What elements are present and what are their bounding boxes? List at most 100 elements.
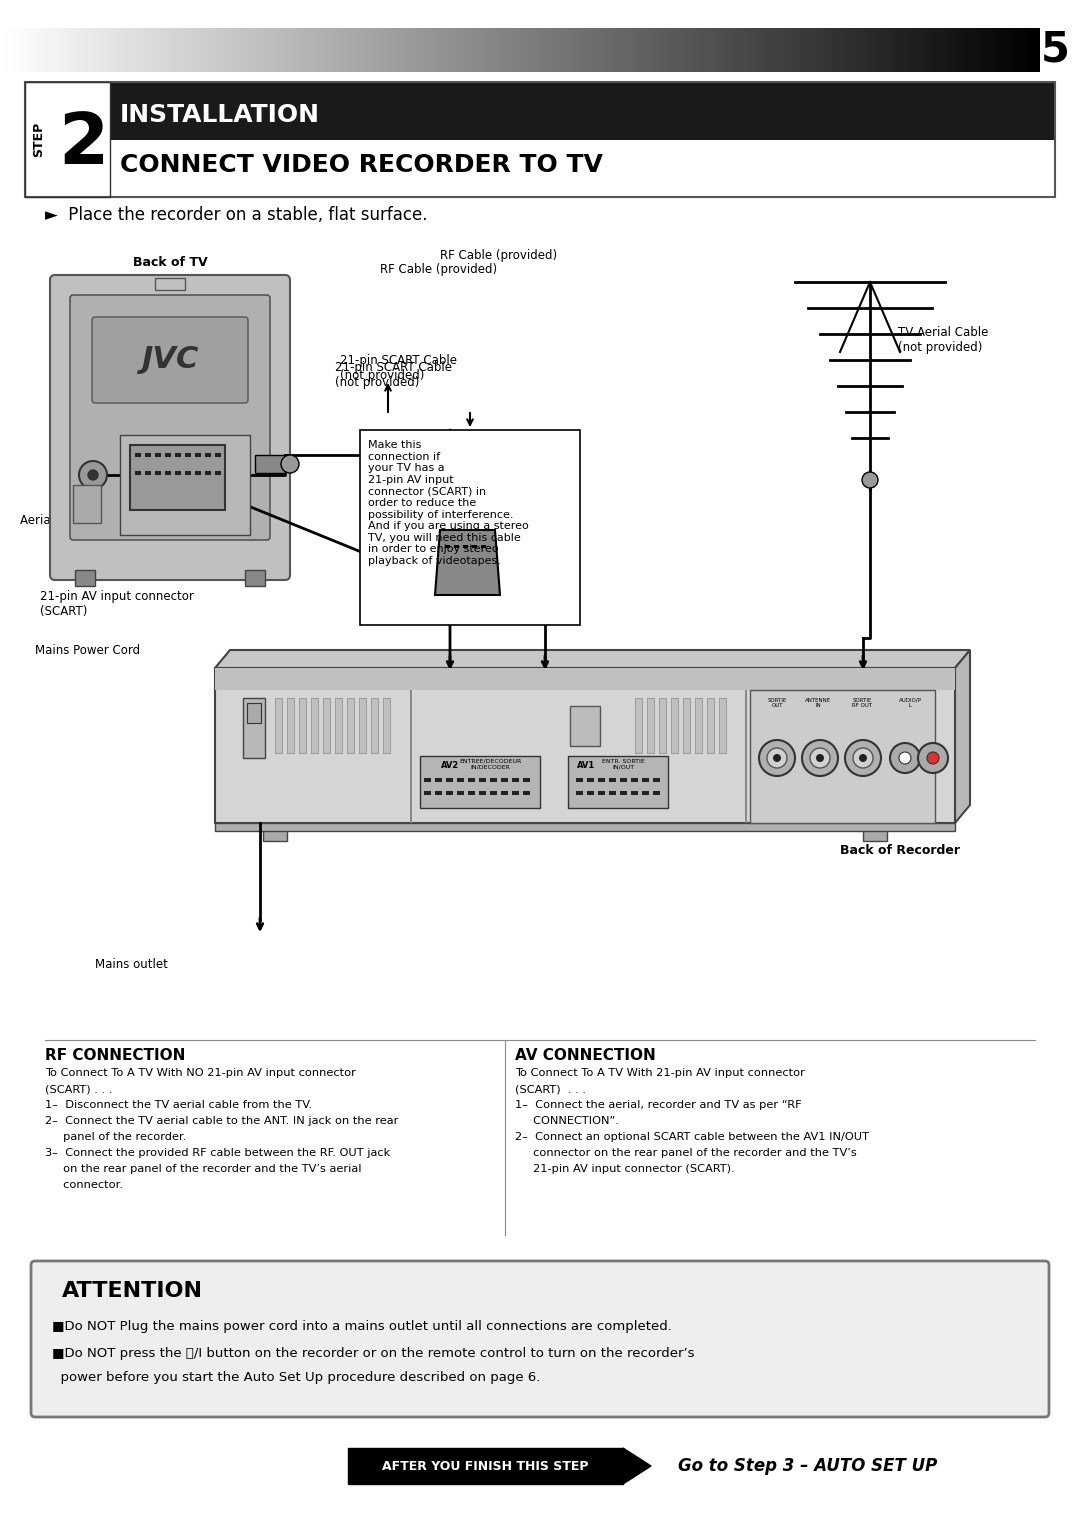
Text: 2: 2 bbox=[58, 110, 108, 179]
Bar bbox=[275, 697, 282, 752]
Bar bbox=[215, 668, 955, 690]
Bar bbox=[195, 453, 201, 456]
Text: SORTIE
OUT: SORTIE OUT bbox=[767, 697, 786, 708]
Bar bbox=[512, 790, 519, 795]
Text: TV Aerial Cable
(not provided): TV Aerial Cable (not provided) bbox=[897, 327, 988, 354]
Bar bbox=[348, 1448, 623, 1483]
Bar bbox=[598, 778, 605, 781]
Text: RF CONNECTION: RF CONNECTION bbox=[45, 1048, 186, 1064]
Bar bbox=[215, 668, 955, 823]
Text: on the rear panel of the recorder and the TV’s aerial: on the rear panel of the recorder and th… bbox=[45, 1164, 362, 1173]
Bar bbox=[323, 697, 330, 752]
Text: ANTENNE
IN: ANTENNE IN bbox=[805, 697, 832, 708]
Bar bbox=[175, 453, 181, 456]
Text: 1–  Connect the aerial, recorder and TV as per “RF: 1– Connect the aerial, recorder and TV a… bbox=[515, 1100, 801, 1109]
Bar bbox=[446, 778, 453, 781]
FancyBboxPatch shape bbox=[50, 275, 291, 580]
Circle shape bbox=[899, 752, 912, 765]
Bar bbox=[243, 697, 265, 758]
Bar bbox=[185, 472, 191, 475]
Bar bbox=[468, 778, 475, 781]
Circle shape bbox=[802, 740, 838, 777]
Bar bbox=[609, 790, 616, 795]
Bar bbox=[156, 453, 161, 456]
Polygon shape bbox=[955, 650, 970, 823]
Bar bbox=[523, 778, 530, 781]
Bar bbox=[247, 703, 261, 723]
Text: Make this
connection if
your TV has a
21-pin AV input
connector (SCART) in
order: Make this connection if your TV has a 21… bbox=[368, 439, 529, 566]
Bar bbox=[457, 790, 464, 795]
Bar bbox=[25, 82, 110, 197]
Bar bbox=[620, 790, 627, 795]
Bar bbox=[372, 697, 378, 752]
Bar bbox=[255, 455, 285, 473]
Text: panel of the recorder.: panel of the recorder. bbox=[45, 1132, 187, 1141]
Bar bbox=[659, 697, 666, 752]
Bar bbox=[501, 790, 508, 795]
Bar bbox=[635, 697, 642, 752]
Bar bbox=[245, 571, 265, 586]
Bar bbox=[696, 697, 702, 752]
Text: To Connect To A TV With NO 21-pin AV input connector: To Connect To A TV With NO 21-pin AV inp… bbox=[45, 1068, 356, 1077]
Bar bbox=[653, 778, 660, 781]
Circle shape bbox=[767, 748, 787, 768]
Bar bbox=[568, 755, 669, 807]
Bar bbox=[215, 472, 221, 475]
Circle shape bbox=[87, 470, 98, 481]
Bar bbox=[457, 778, 464, 781]
Text: Mains Power Cord: Mains Power Cord bbox=[35, 644, 140, 656]
Bar bbox=[130, 446, 225, 510]
Bar bbox=[683, 697, 690, 752]
Bar bbox=[215, 823, 955, 832]
Circle shape bbox=[853, 748, 873, 768]
Text: STEP: STEP bbox=[32, 122, 45, 157]
Bar bbox=[145, 453, 151, 456]
Bar bbox=[631, 778, 638, 781]
Text: Aerial connector: Aerial connector bbox=[21, 491, 117, 526]
Text: Back of Recorder: Back of Recorder bbox=[840, 844, 960, 858]
Bar bbox=[719, 697, 726, 752]
Bar bbox=[424, 778, 431, 781]
Circle shape bbox=[773, 754, 781, 761]
Bar bbox=[750, 690, 935, 823]
Text: ■Do NOT Plug the mains power cord into a mains outlet until all connections are : ■Do NOT Plug the mains power cord into a… bbox=[52, 1320, 672, 1334]
Bar bbox=[472, 545, 477, 548]
Bar bbox=[25, 82, 1055, 197]
Circle shape bbox=[845, 740, 881, 777]
Bar bbox=[481, 545, 486, 548]
Text: CONNECTION”.: CONNECTION”. bbox=[515, 1116, 619, 1126]
Bar bbox=[25, 82, 110, 197]
FancyBboxPatch shape bbox=[70, 295, 270, 540]
Bar bbox=[73, 485, 102, 523]
Text: AV1: AV1 bbox=[577, 761, 595, 771]
Bar bbox=[360, 430, 580, 626]
Text: (SCART) . . .: (SCART) . . . bbox=[45, 1083, 112, 1094]
Circle shape bbox=[759, 740, 795, 777]
Bar bbox=[490, 778, 497, 781]
Bar bbox=[653, 790, 660, 795]
Text: 21-pin AV input connector
(SCART): 21-pin AV input connector (SCART) bbox=[40, 591, 194, 618]
Bar bbox=[424, 790, 431, 795]
Bar bbox=[435, 790, 442, 795]
Polygon shape bbox=[435, 530, 500, 595]
Text: 2–  Connect the TV aerial cable to the ANT. IN jack on the rear: 2– Connect the TV aerial cable to the AN… bbox=[45, 1116, 399, 1126]
Bar bbox=[671, 697, 678, 752]
Bar bbox=[480, 778, 486, 781]
Bar bbox=[631, 790, 638, 795]
Text: To Connect To A TV With 21-pin AV input connector: To Connect To A TV With 21-pin AV input … bbox=[515, 1068, 805, 1077]
Bar bbox=[383, 697, 390, 752]
Bar bbox=[359, 697, 366, 752]
Text: RF Cable (provided): RF Cable (provided) bbox=[440, 249, 557, 261]
Bar bbox=[75, 571, 95, 586]
Bar bbox=[446, 790, 453, 795]
Text: ENTR. SORTIE
IN/OUT: ENTR. SORTIE IN/OUT bbox=[602, 758, 645, 769]
Text: power before you start the Auto Set Up procedure described on page 6.: power before you start the Auto Set Up p… bbox=[52, 1370, 540, 1384]
Bar bbox=[25, 82, 1055, 197]
Bar bbox=[570, 707, 600, 746]
Text: connector on the rear panel of the recorder and the TV’s: connector on the rear panel of the recor… bbox=[515, 1148, 856, 1158]
Bar bbox=[642, 778, 649, 781]
Text: (SCART)  . . .: (SCART) . . . bbox=[515, 1083, 586, 1094]
Text: Back of TV: Back of TV bbox=[133, 255, 207, 269]
Text: AFTER YOU FINISH THIS STEP: AFTER YOU FINISH THIS STEP bbox=[381, 1459, 589, 1473]
Bar bbox=[588, 778, 594, 781]
